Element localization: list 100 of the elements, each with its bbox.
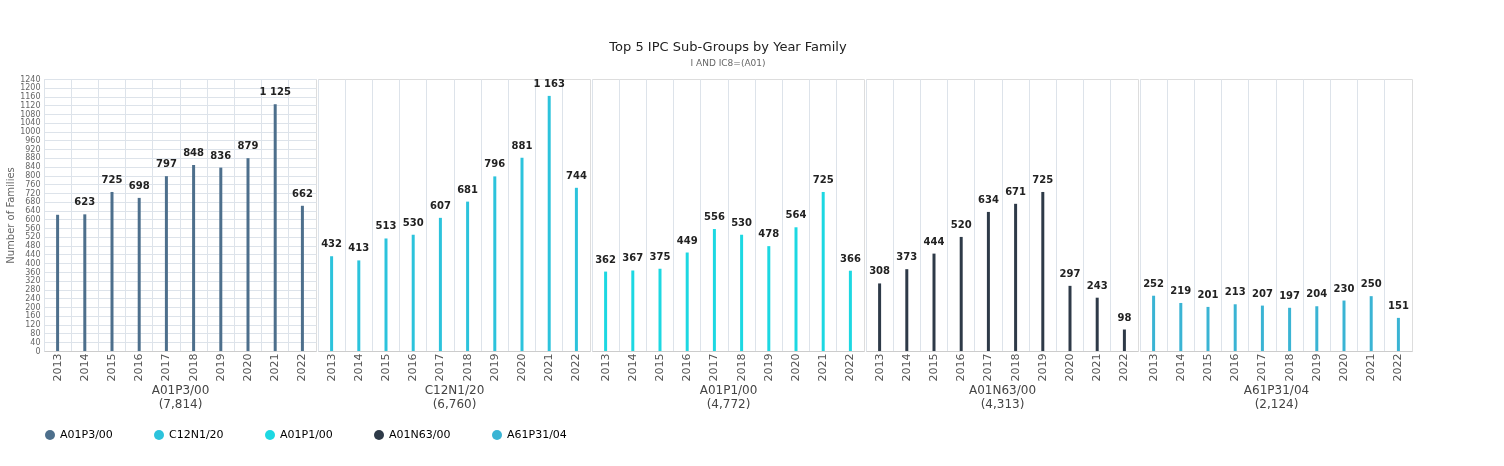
x-tick-label: 2016 [406,353,420,382]
data-label: 297 [1059,267,1081,279]
x-tick-label: 2013 [872,353,886,382]
y-tick-label: 1080 [20,109,41,119]
data-label: 98 [1117,311,1132,323]
bar [740,234,744,351]
data-label: 725 [1032,173,1054,185]
bar [905,269,909,351]
bar [300,205,304,351]
text: 513 [375,220,397,232]
bar [1068,285,1072,351]
bar [1152,295,1156,351]
data-label: 151 [1387,299,1409,311]
bar [1396,317,1400,351]
data-label: 362 [595,253,617,265]
x-tick-label: 2017 [1255,353,1269,382]
bar [83,214,87,351]
x-tick-label: 2017 [159,353,173,382]
y-tick-label: 800 [25,171,41,181]
data-label: 252 [1143,277,1165,289]
bar [56,214,60,351]
y-tick-label: 560 [25,223,41,233]
legend-label: A01P3/00 [60,428,113,441]
bar [574,187,578,351]
chart-subtitle: I AND IC8=(A01) [690,58,766,68]
bar [330,256,334,351]
x-tick-label: 2019 [761,353,775,382]
x-tick-label: 2018 [186,353,200,382]
x-tick-label: 2015 [1201,353,1214,382]
text: 1 163 [533,77,565,89]
y-tick-label: 520 [25,232,41,242]
bar [357,260,361,351]
data-label: 520 [950,218,972,230]
x-tick-label: 2017 [707,353,721,382]
x-tick-label: 2018 [1282,353,1296,382]
text: 530 [402,216,424,228]
bar [466,201,470,351]
legend-label: A01N63/00 [389,428,451,441]
bar [273,104,277,351]
bar [137,197,141,351]
bar [520,157,524,351]
bar [493,176,497,351]
data-label: 207 [1251,287,1273,299]
text: 432 [321,238,343,250]
x-tick-label: 2021 [1090,353,1104,382]
bar [712,229,716,351]
x-tick-label: 2022 [1391,353,1405,382]
text: 744 [565,169,587,181]
data-label: 634 [977,193,999,205]
data-label: 725 [812,173,834,185]
x-tick-label: 2016 [954,353,968,382]
data-label: 375 [649,250,671,262]
legend-label: C12N1/20 [169,428,224,441]
x-tick-label: 2013 [324,353,338,382]
data-label: 230 [1333,282,1355,294]
bar [821,191,825,351]
x-tick-label: 2017 [433,353,447,382]
x-tick-label: 2014 [899,353,913,382]
data-label: 250 [1360,278,1382,290]
x-axis-title: C12N1/20 (6,760) [424,383,485,412]
x-tick-label: 2018 [734,353,748,382]
text: 797 [155,158,177,170]
y-tick-label: 0 [35,346,41,356]
y-tick-label: 160 [25,311,41,321]
y-tick-label: 1000 [20,127,41,137]
data-label: 204 [1306,288,1328,300]
y-tick-label: 920 [25,144,41,154]
bar [110,191,114,351]
bar [631,270,635,351]
x-tick-label: 2015 [653,353,666,382]
y-tick-label: 960 [25,135,41,145]
y-tick-label: 200 [25,302,41,312]
y-tick-label: 480 [25,241,41,251]
bar [1315,306,1319,351]
data-label: 556 [703,211,725,223]
bar [246,158,250,351]
x-tick-label: 2014 [1173,353,1187,382]
bar [1041,191,1045,351]
data-label: 530 [731,216,753,228]
bar [411,234,415,351]
data-label: 564 [785,209,807,221]
bar [878,283,882,351]
data-label: 213 [1224,286,1246,298]
data-label: 308 [869,265,891,277]
data-label: 444 [923,235,945,247]
y-tick-label: 600 [25,214,41,224]
x-tick-label: 2013 [50,353,64,382]
bar [1179,302,1183,351]
x-tick-label: 2015 [379,353,392,382]
legend-label: A61P31/04 [507,428,567,441]
bar [1095,297,1099,351]
y-tick-label: 880 [25,153,41,163]
x-tick-label: 2019 [487,353,501,382]
text: 725 [101,173,123,185]
x-tick-label: 2022 [569,353,583,382]
x-tick-label: 2015 [105,353,118,382]
bar [986,211,990,351]
bar [959,236,963,351]
bar [685,252,689,351]
text: 879 [237,140,259,152]
